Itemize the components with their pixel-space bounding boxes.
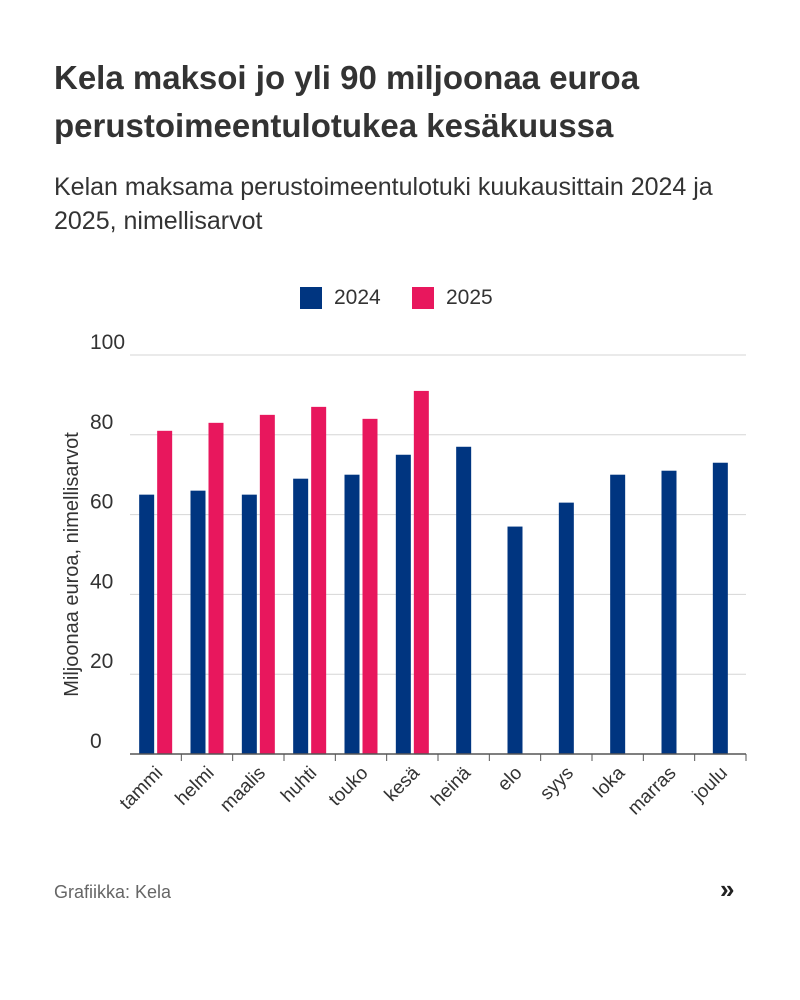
x-tick-label: syys [536, 763, 578, 805]
chart-subtitle: Kelan maksama perustoimeentulotuki kuuka… [54, 173, 713, 235]
y-axis-title: Miljoonaa euroa, nimellisarvot [61, 432, 83, 697]
bar-2024-syys [558, 502, 574, 754]
legend-swatch-2024 [300, 287, 322, 309]
bar-2024-kesä [395, 454, 411, 754]
x-tick-label: elo [494, 763, 527, 796]
bar-2025-touko [362, 418, 378, 754]
x-tick-label: joulu [688, 763, 732, 807]
x-tick-label: touko [325, 763, 373, 811]
legend-swatch-2025 [412, 287, 434, 309]
bar-2024-maalis [241, 494, 257, 754]
bar-2024-loka [610, 474, 626, 754]
x-tick-label: helmi [172, 763, 219, 810]
x-tick-label: marras [624, 763, 681, 820]
legend-item-2024: 2024 [300, 284, 381, 312]
legend-label-2025: 2025 [446, 286, 493, 309]
bar-2024-touko [344, 474, 360, 754]
x-tick-label: huhti [277, 763, 321, 807]
y-tick-label: 0 [90, 730, 102, 753]
legend-item-2025: 2025 [412, 284, 493, 312]
forward-chevron-icon[interactable]: » [720, 874, 735, 904]
y-tick-label: 40 [90, 570, 113, 593]
y-tick-label: 20 [90, 650, 113, 673]
source-credit: Grafiikka: Kela [54, 882, 172, 902]
legend: 2024 2025 [0, 284, 800, 312]
bar-2025-kesä [413, 390, 429, 754]
bar-2024-huhti [293, 478, 309, 754]
bar-2024-heinä [456, 446, 472, 754]
bar-2024-tammi [139, 494, 155, 754]
bar-chart: 0 20 40 60 80 100 Miljoonaa euroa, nimellisarv… [61, 331, 747, 820]
x-tick-label: maalis [216, 763, 270, 817]
legend-label-2024: 2024 [334, 286, 381, 309]
x-tick-label: tammi [116, 763, 167, 814]
x-tick-label: kesä [381, 762, 425, 806]
bar-2024-helmi [190, 490, 206, 754]
y-tick-label: 100 [90, 331, 125, 354]
bar-2025-helmi [208, 422, 224, 754]
bar-2024-marras [661, 470, 677, 754]
bar-2025-huhti [311, 406, 327, 754]
y-tick-label: 80 [90, 411, 113, 434]
bar-2025-tammi [157, 430, 173, 754]
bar-2024-elo [507, 526, 523, 754]
chart-title: Kela maksoi jo yli 90 miljoonaa euroa pe… [54, 59, 640, 144]
bar-2025-maalis [259, 414, 275, 754]
x-tick-label: loka [590, 762, 630, 802]
bar-2024-joulu [712, 462, 728, 754]
x-tick-label: heinä [427, 762, 475, 810]
y-tick-label: 60 [90, 491, 113, 514]
